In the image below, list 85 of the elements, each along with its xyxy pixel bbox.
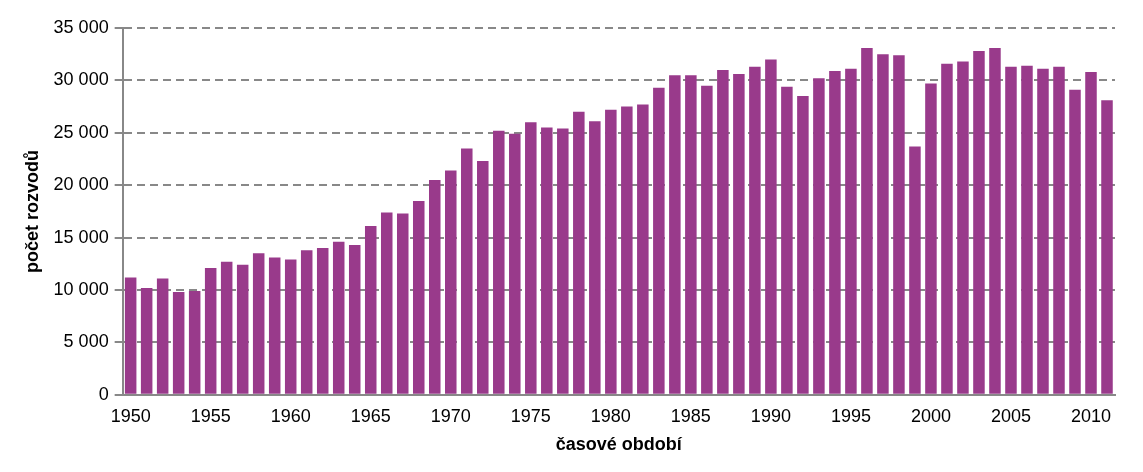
bar <box>845 68 857 394</box>
bar <box>1069 89 1081 394</box>
bar <box>140 287 153 394</box>
bar <box>332 241 345 394</box>
bar <box>669 75 681 394</box>
bar <box>733 74 745 394</box>
y-tick-label: 0 <box>98 383 109 404</box>
x-tick-label: 1995 <box>830 405 871 426</box>
x-tick-label: 2000 <box>910 405 951 426</box>
bar <box>621 106 633 394</box>
y-tick-label: 25 000 <box>53 121 109 142</box>
bar <box>573 111 585 394</box>
bar <box>541 127 553 394</box>
x-tick-label: 1985 <box>670 405 711 426</box>
y-tick-label: 30 000 <box>53 69 109 90</box>
bar <box>380 212 393 394</box>
bar <box>461 148 473 394</box>
bar <box>252 253 265 394</box>
bar <box>813 78 825 394</box>
bar <box>701 85 713 394</box>
x-tick-label: 1950 <box>110 405 151 426</box>
y-tick-label: 5 000 <box>63 331 109 352</box>
x-tick-label: 1990 <box>750 405 791 426</box>
bar <box>861 47 873 394</box>
bar <box>204 267 217 394</box>
x-tick-label: 1955 <box>190 405 231 426</box>
bar <box>1005 66 1017 394</box>
x-tick-label: 2005 <box>990 405 1031 426</box>
bar <box>957 61 969 394</box>
bar <box>156 278 169 394</box>
bar <box>925 83 937 394</box>
bar <box>765 59 777 394</box>
bar <box>525 122 537 394</box>
bar <box>172 292 185 394</box>
y-tick-label: 35 000 <box>53 16 109 37</box>
bar <box>493 130 505 394</box>
x-tick-label: 2010 <box>1070 405 1112 426</box>
bar <box>893 55 905 394</box>
bar <box>1037 68 1049 394</box>
bar <box>429 179 441 394</box>
bar <box>797 96 809 394</box>
x-tick-label: 1980 <box>590 405 631 426</box>
bar <box>685 75 697 394</box>
y-tick-label: 20 000 <box>53 174 109 195</box>
bar <box>445 170 457 394</box>
bar <box>396 213 409 394</box>
bar <box>557 128 569 394</box>
bar <box>717 69 729 394</box>
y-axis-title: počet rozvodů <box>21 149 42 273</box>
bar <box>829 70 841 394</box>
bar <box>909 146 921 394</box>
bar <box>1085 72 1097 394</box>
bar <box>509 133 521 394</box>
x-tick-label: 1960 <box>270 405 311 426</box>
x-tick-label: 1975 <box>510 405 551 426</box>
bar <box>364 226 377 394</box>
x-axis-title: časové období <box>555 434 683 455</box>
bar <box>316 248 329 394</box>
bar <box>637 104 649 394</box>
bar <box>236 264 249 394</box>
bar <box>1053 66 1065 394</box>
bar <box>877 54 889 394</box>
bar <box>941 63 953 394</box>
bar <box>973 51 985 394</box>
bar <box>1101 100 1113 394</box>
x-tick-label: 1970 <box>430 405 471 426</box>
bar <box>653 87 665 394</box>
bar <box>1021 65 1033 394</box>
bar <box>477 161 489 394</box>
bar <box>989 47 1001 394</box>
y-tick-label: 15 000 <box>53 226 109 247</box>
bar <box>781 86 793 394</box>
bar <box>413 200 425 394</box>
bar <box>348 244 361 394</box>
bar <box>124 277 137 394</box>
bar <box>749 66 761 394</box>
bar <box>300 250 313 394</box>
bar <box>605 109 617 394</box>
bar <box>188 291 201 394</box>
bar <box>589 121 601 394</box>
bar <box>268 257 281 394</box>
y-tick-label: 10 000 <box>53 278 109 299</box>
bar <box>284 259 297 394</box>
x-tick-label: 1965 <box>350 405 391 426</box>
bar <box>220 261 233 394</box>
